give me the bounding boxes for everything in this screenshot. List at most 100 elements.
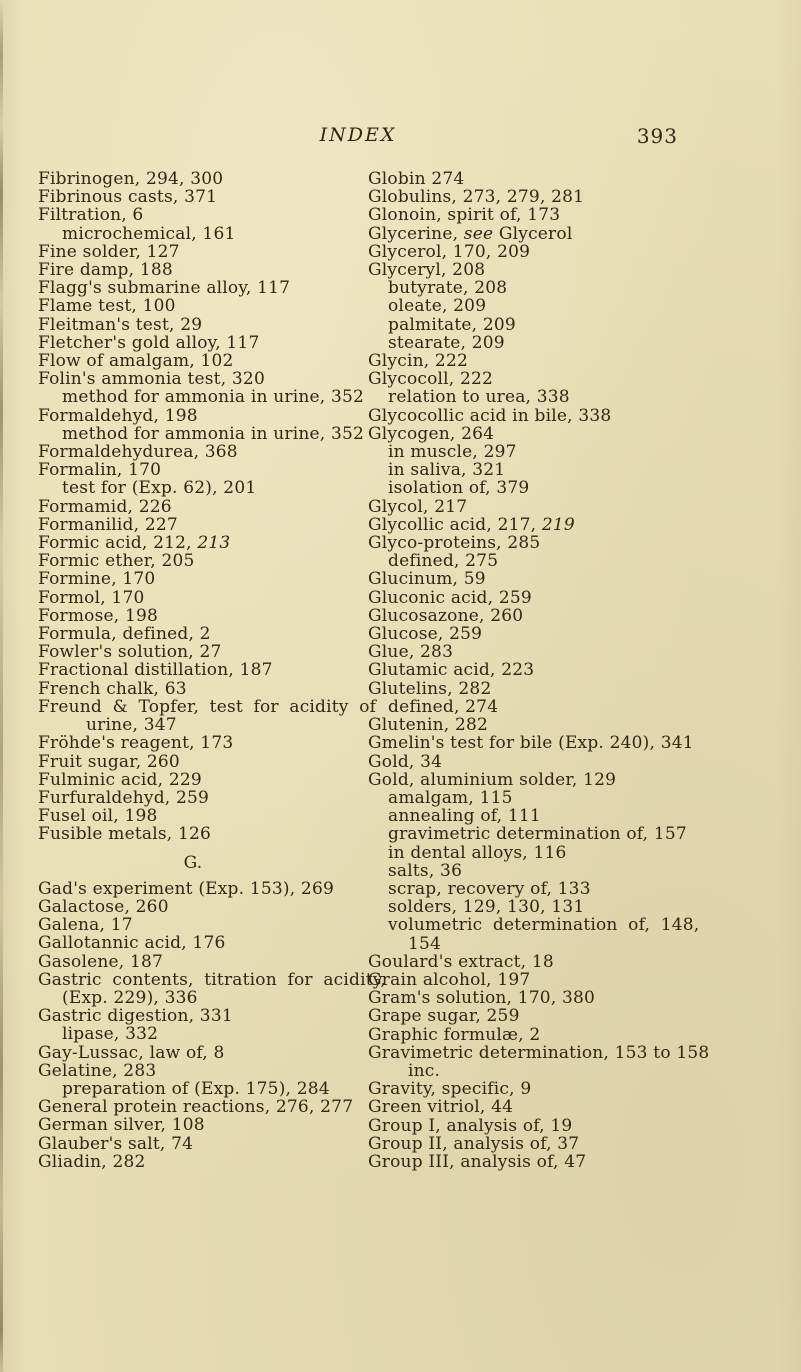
index-entry: preparation of (Exp. 175), 284 <box>62 1078 330 1099</box>
index-entry: Gastric contents, titration for acidity, <box>38 969 386 990</box>
index-entry: Gallotannic acid, 176 <box>38 933 226 954</box>
index-entry: Glyceryl, 208 <box>368 260 486 281</box>
index-entry: Flagg's submarine alloy, 117 <box>38 278 291 299</box>
index-entry: Glycol, 217 <box>368 496 468 517</box>
index-entry: defined, 275 <box>388 551 499 572</box>
index-entry: 154 <box>408 933 442 954</box>
index-entry: Glauber's salt, 74 <box>38 1133 194 1154</box>
index-entry: method for ammonia in urine, 352 <box>62 423 365 444</box>
index-entry: Fire damp, 188 <box>38 260 173 281</box>
index-entry: Glycollic acid, 217, 219 <box>368 514 575 535</box>
index-entry: Formic acid, 212, 213 <box>38 533 231 554</box>
index-entry: Formula, defined, 2 <box>38 624 211 645</box>
index-entry: relation to urea, 338 <box>388 387 570 408</box>
index-entry: Glucose, 259 <box>368 624 483 645</box>
index-entry: Group II, analysis of, 37 <box>368 1133 580 1154</box>
index-entry: volumetric determination of, 148, <box>388 915 700 936</box>
index-entry: urine, 347 <box>86 715 177 736</box>
index-entry: Globin 274 <box>368 169 465 189</box>
index-entry: defined, 274 <box>388 696 499 717</box>
index-entry: Glycocollic acid in bile, 338 <box>368 405 612 426</box>
index-entry: Graphic formulæ, 2 <box>368 1024 541 1045</box>
index-entry: Fröhde's reagent, 173 <box>38 733 234 754</box>
index-entry: Gravimetric determination, 153 to 158 <box>368 1042 710 1063</box>
index-entry: Fruit sugar, 260 <box>38 751 180 772</box>
index-entry: salts, 36 <box>388 860 463 881</box>
index-entry: Glucinum, 59 <box>368 569 486 590</box>
index-entry: Glutenin, 282 <box>368 715 489 736</box>
index-entry: Globulins, 273, 279, 281 <box>368 187 585 208</box>
index-entry: Goulard's extract, 18 <box>368 951 554 972</box>
index-entry: Galactose, 260 <box>38 896 169 917</box>
index-entry: Freund & Topfer, test for acidity of <box>38 696 377 717</box>
index-entry: Gold, aluminium solder, 129 <box>368 769 617 790</box>
index-column-right: Globin 274 Globulins, 273, 279, 281 Glonoi… <box>368 170 768 1171</box>
index-entry: Fine solder, 127 <box>38 241 180 262</box>
index-entry: Gmelin's test for bile (Exp. 240), 341 <box>368 733 694 754</box>
index-entry: butyrate, 208 <box>388 278 508 299</box>
index-entry: (Exp. 229), 336 <box>62 987 198 1008</box>
index-entry: Group I, analysis of, 19 <box>368 1115 573 1136</box>
index-entry: oleate, 209 <box>388 296 487 317</box>
index-entry: German silver, 108 <box>38 1115 205 1136</box>
index-entry: stearate, 209 <box>388 332 505 353</box>
index-entry: French chalk, 63 <box>38 678 187 699</box>
index-entry: Glonoin, spirit of, 173 <box>368 205 561 226</box>
index-entry: Galena, 17 <box>38 915 133 936</box>
index-entry: Glycerol, 170, 209 <box>368 241 531 262</box>
index-entry: Formaldehydurea, 368 <box>38 442 238 463</box>
index-entry: Gravity, specific, 9 <box>368 1079 532 1100</box>
index-entry: Group III, analysis of, 47 <box>368 1151 587 1172</box>
index-entry: Gelatine, 283 <box>38 1060 157 1081</box>
index-entry: in saliva, 321 <box>388 460 506 481</box>
index-entry: annealing of, 111 <box>388 806 541 827</box>
index-entry: in muscle, 297 <box>388 442 517 463</box>
index-entry: Glucosazone, 260 <box>368 605 524 626</box>
index-entry: Fulminic acid, 229 <box>38 769 202 790</box>
index-entry: Fusel oil, 198 <box>38 806 158 827</box>
index-entry: Glutamic acid, 223 <box>368 660 535 681</box>
index-entry: Fractional distillation, 187 <box>38 660 273 681</box>
index-entry: Formose, 198 <box>38 605 159 626</box>
index-entry: in dental alloys, 116 <box>388 842 567 863</box>
index-entry: Grain alcohol, 197 <box>368 969 531 990</box>
index-entry: Glutelins, 282 <box>368 678 492 699</box>
index-entry: Glue, 283 <box>368 642 454 663</box>
index-entry: method for ammonia in urine, 352 <box>62 387 365 408</box>
index-entry: Fusible metals, 126 <box>38 824 212 845</box>
index-entry: Fleitman's test, 29 <box>38 314 203 335</box>
index-entry: amalgam, 115 <box>388 787 513 808</box>
index-entry: Glycocoll, 222 <box>368 369 494 390</box>
index-column-left: Fibrinogen, 294, 300 Fibrinous casts, 371… <box>38 169 386 1172</box>
page-number: 393 <box>636 124 678 148</box>
index-entry: Grape sugar, 259 <box>368 1006 520 1027</box>
index-entry: General protein reactions, 276, 277 <box>38 1097 354 1118</box>
index-entry: Formine, 170 <box>38 569 156 590</box>
index-entry: Fowler's solution, 27 <box>38 642 222 663</box>
index-entry: Glyco-proteins, 285 <box>368 533 541 554</box>
index-section-heading: G. <box>183 852 203 873</box>
index-entry: Filtration, 6 <box>38 205 144 226</box>
index-entry: Gold, 34 <box>368 751 443 772</box>
index-entry: Formic ether, 205 <box>38 551 195 572</box>
page-header: INDEX 393 <box>38 124 678 150</box>
index-entry: Formanilid, 227 <box>38 514 178 535</box>
index-entry: Gastric digestion, 331 <box>38 1006 233 1027</box>
index-entry: inc. <box>408 1060 441 1081</box>
index-entry: Folin's ammonia test, 320 <box>38 369 265 390</box>
index-entry: test for (Exp. 62), 201 <box>62 478 257 499</box>
index-entry: Fibrinous casts, 371 <box>38 187 218 208</box>
index-entry: Fibrinogen, 294, 300 <box>38 169 224 189</box>
page-title: INDEX <box>319 124 397 146</box>
index-entry: Furfuraldehyd, 259 <box>38 787 210 808</box>
index-entry: Green vitriol, 44 <box>368 1097 514 1118</box>
index-entry: Gay-Lussac, law of, 8 <box>38 1042 225 1063</box>
index-entry: lipase, 332 <box>62 1024 159 1045</box>
index-entry: palmitate, 209 <box>388 314 516 335</box>
index-entry: Gliadin, 282 <box>38 1151 146 1172</box>
index-entry: scrap, recovery of, 133 <box>388 878 591 899</box>
index-entry: Glycerine, see Glycerol <box>368 223 573 244</box>
index-entry: Flow of amalgam, 102 <box>38 351 234 372</box>
index-entry: Glycin, 222 <box>368 351 468 372</box>
